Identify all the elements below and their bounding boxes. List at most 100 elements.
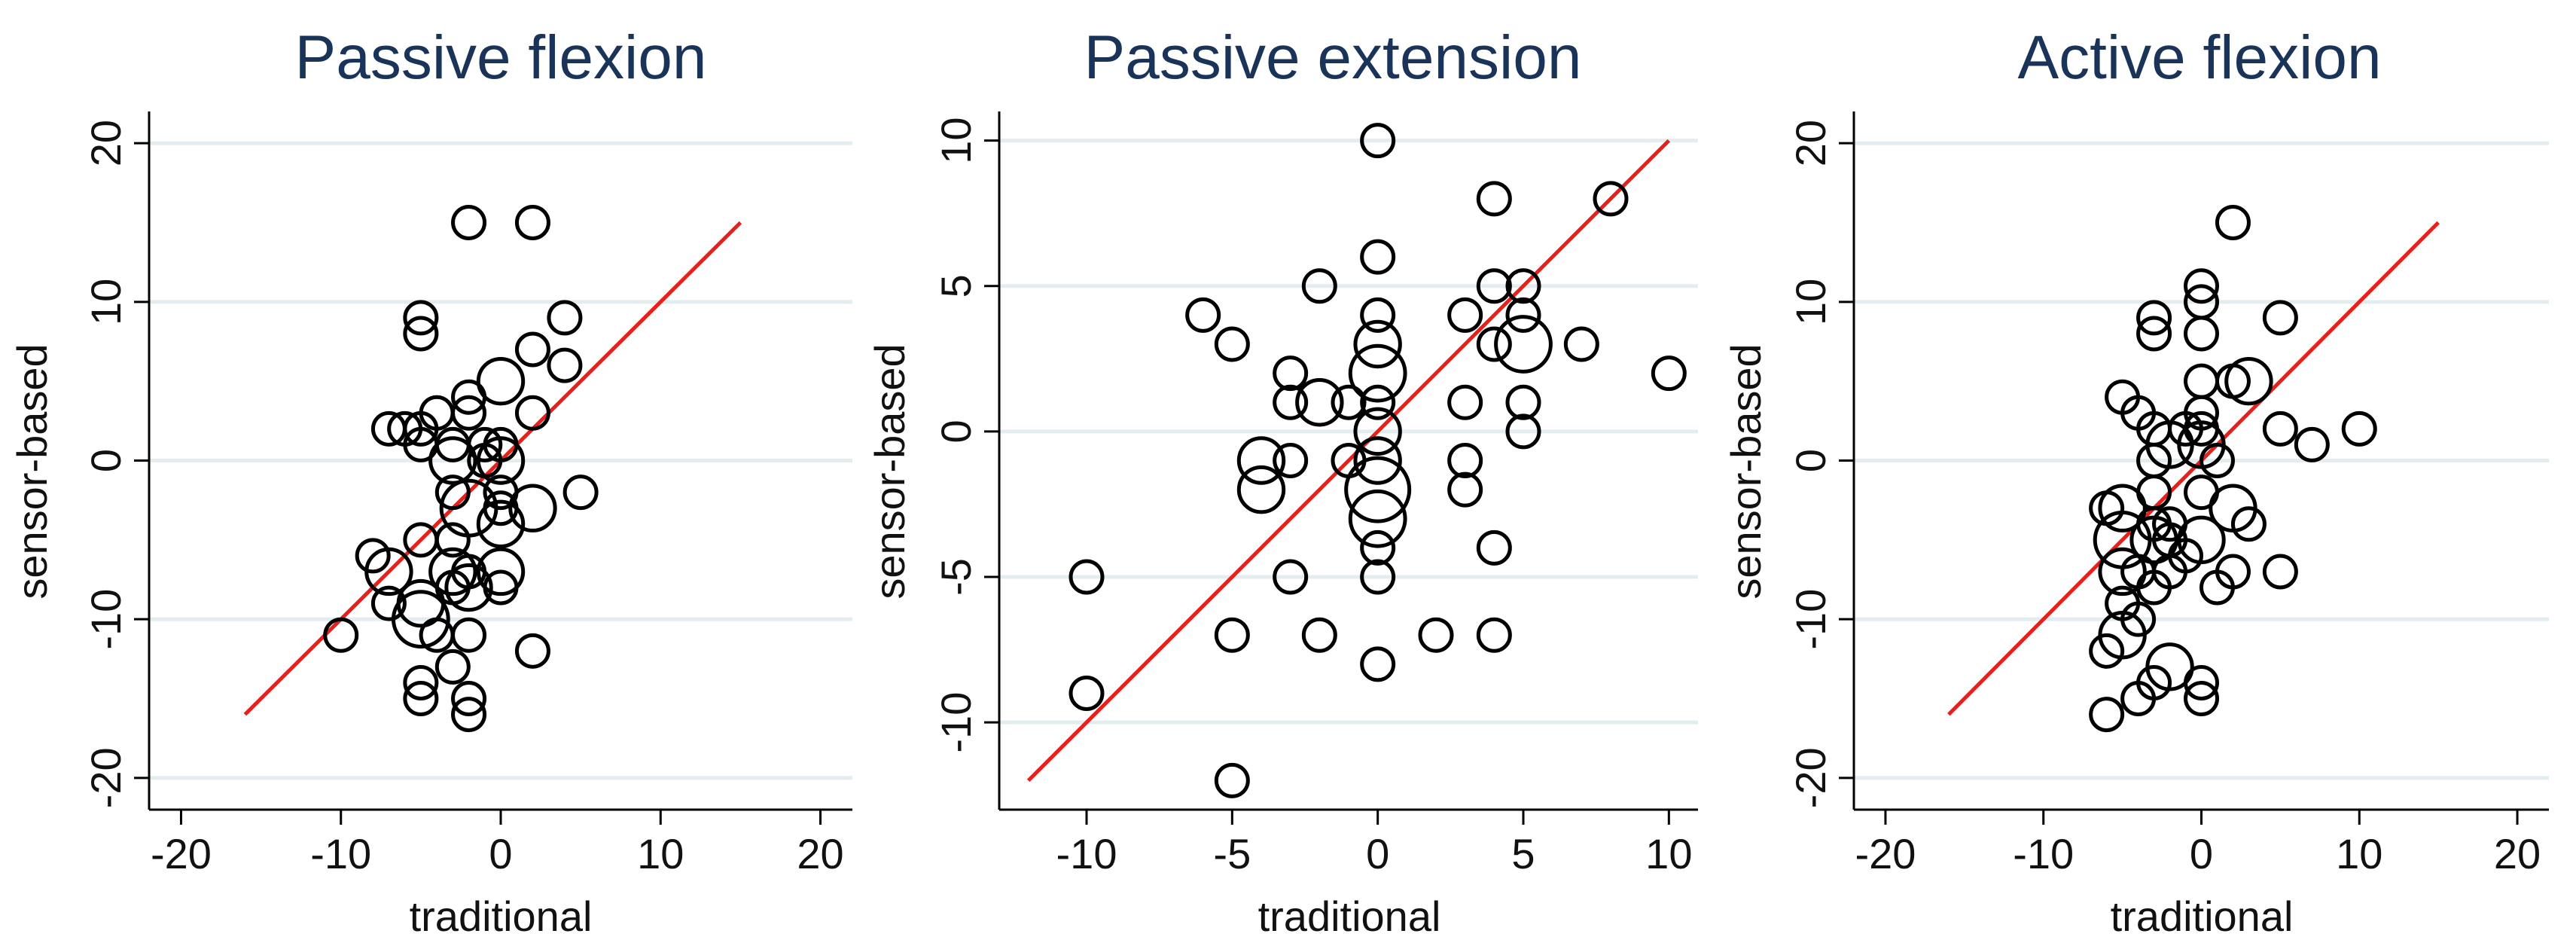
data-point xyxy=(1273,355,1309,392)
data-point xyxy=(2184,268,2219,304)
data-point xyxy=(1214,617,1250,653)
data-point xyxy=(1494,315,1553,374)
data-point xyxy=(451,617,487,653)
data-point xyxy=(1069,559,1105,595)
data-point xyxy=(1348,489,1407,548)
data-point xyxy=(2098,484,2147,532)
data-point xyxy=(1353,319,1402,369)
y-axis-title: sensor-based xyxy=(1722,343,1770,599)
data-point xyxy=(403,316,439,352)
data-point xyxy=(2184,316,2219,352)
data-point xyxy=(1447,443,1483,478)
data-point xyxy=(1236,465,1286,514)
data-point xyxy=(1301,268,1337,304)
y-tick-label: 0 xyxy=(932,420,980,443)
data-point xyxy=(514,633,550,669)
data-point xyxy=(508,484,557,532)
reference-line xyxy=(1947,221,2440,716)
data-point xyxy=(1301,617,1337,653)
data-point xyxy=(451,697,487,733)
chart-title: Passive flexion xyxy=(295,23,707,92)
x-tick-label: 20 xyxy=(2494,830,2541,877)
data-point xyxy=(2168,410,2204,447)
data-point xyxy=(2199,443,2235,478)
data-point xyxy=(1214,762,1250,798)
data-point xyxy=(1593,181,1629,217)
data-point xyxy=(451,395,487,431)
data-point xyxy=(2294,426,2330,462)
data-point xyxy=(476,436,526,485)
data-point xyxy=(2230,506,2267,542)
data-point xyxy=(434,648,471,685)
y-tick-label: 0 xyxy=(1787,449,1834,472)
data-point xyxy=(2098,547,2147,597)
data-point xyxy=(476,356,526,406)
data-point xyxy=(1360,239,1396,275)
data-point xyxy=(428,547,477,597)
data-point xyxy=(370,585,407,621)
y-axis-title: sensor-based xyxy=(866,343,913,599)
data-point xyxy=(434,426,471,462)
x-tick-label: 0 xyxy=(2190,830,2213,877)
data-point xyxy=(355,538,391,574)
data-point xyxy=(364,547,413,597)
chart-title: Passive extension xyxy=(1084,23,1582,92)
data-point xyxy=(419,617,455,653)
data-point xyxy=(434,522,471,558)
data-point xyxy=(1505,268,1541,304)
data-point xyxy=(1353,407,1402,456)
y-tick-label: -10 xyxy=(1787,589,1834,650)
y-tick-label: 10 xyxy=(932,117,980,163)
x-axis-title: traditional xyxy=(410,892,593,940)
data-point xyxy=(476,547,526,597)
data-point xyxy=(1651,355,1687,392)
data-point xyxy=(483,569,519,606)
data-point xyxy=(2136,569,2172,606)
data-point xyxy=(1360,529,1396,566)
data-point xyxy=(1447,297,1483,333)
data-point xyxy=(1236,436,1286,485)
data-point xyxy=(403,664,439,700)
data-point xyxy=(444,563,493,612)
data-point xyxy=(1505,384,1541,420)
data-point xyxy=(1353,436,1402,485)
data-point xyxy=(1069,676,1105,711)
data-point xyxy=(1476,529,1512,566)
data-point xyxy=(2136,316,2172,352)
data-point xyxy=(514,395,550,431)
data-point xyxy=(2215,204,2251,240)
data-point xyxy=(1348,343,1407,403)
y-tick-label: 20 xyxy=(1787,120,1834,166)
data-point xyxy=(547,347,583,383)
data-point xyxy=(1360,384,1396,420)
data-point xyxy=(1331,384,1367,420)
data-point xyxy=(391,590,450,649)
y-tick-label: -10 xyxy=(932,692,980,753)
data-point xyxy=(1476,326,1512,362)
x-tick-label: -10 xyxy=(1056,830,1117,877)
data-point xyxy=(428,436,477,485)
x-axis-title: traditional xyxy=(2111,892,2294,940)
data-point xyxy=(514,331,550,368)
data-point xyxy=(1360,646,1396,682)
x-tick-label: 10 xyxy=(2336,830,2382,877)
data-point xyxy=(1447,471,1483,508)
data-point xyxy=(403,300,439,336)
y-tick-label: 5 xyxy=(932,274,980,298)
data-point xyxy=(514,204,550,240)
x-tick-label: 10 xyxy=(637,830,684,877)
y-tick-label: 0 xyxy=(82,449,130,472)
plot-area: -10 -5 0 5 10 -10 -5 0 5 10 xyxy=(932,111,1698,877)
data-point xyxy=(1185,297,1221,333)
data-point xyxy=(323,617,359,653)
data-point xyxy=(1295,378,1344,427)
data-point xyxy=(476,499,526,548)
data-point xyxy=(2184,363,2219,399)
y-tick-label: -5 xyxy=(932,558,980,596)
data-point xyxy=(2341,410,2377,447)
y-tick-label: 20 xyxy=(82,120,130,166)
data-point xyxy=(1418,617,1454,653)
y-tick-label: -20 xyxy=(1787,747,1834,808)
reference-line xyxy=(243,221,742,716)
data-point xyxy=(1476,617,1512,653)
